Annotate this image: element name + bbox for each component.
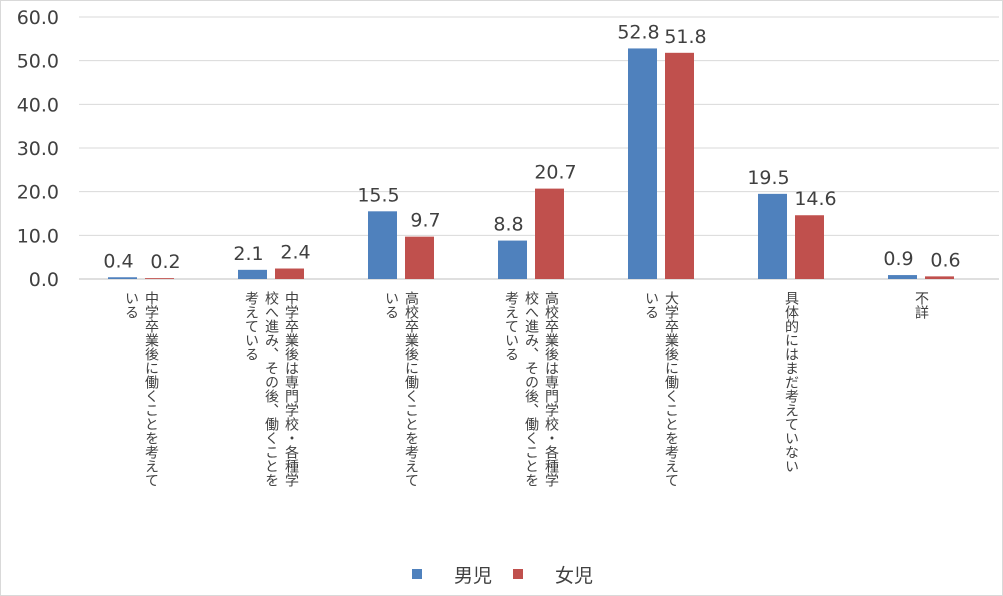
bar-male — [758, 193, 787, 279]
data-label: 0.4 — [103, 250, 133, 272]
category-label: いる — [643, 291, 659, 319]
bar-male — [498, 240, 527, 279]
bar-female — [535, 188, 564, 279]
data-label: 19.5 — [747, 167, 789, 189]
data-label: 51.8 — [664, 26, 706, 48]
y-tick-label: 20.0 — [17, 182, 59, 204]
category-label: 具体的にはまだ考えていない — [783, 291, 799, 473]
bar-female — [275, 268, 304, 279]
data-label: 9.7 — [410, 210, 440, 232]
y-tick-label: 60.0 — [17, 7, 59, 29]
legend-label: 男児 — [454, 565, 492, 587]
data-label: 8.8 — [493, 214, 523, 236]
bar-male — [238, 269, 267, 279]
category-label: 高校卒業後は専門学校・各種学 — [543, 290, 559, 487]
bar-female — [405, 236, 434, 279]
category-label: いる — [123, 291, 139, 319]
category-label: 考えている — [243, 291, 259, 361]
y-tick-label: 0.0 — [29, 269, 59, 291]
y-tick-label: 40.0 — [17, 94, 59, 116]
category-label: 中学卒業後は専門学校・各種学 — [283, 291, 299, 487]
bar-female — [795, 215, 824, 279]
bar-male — [888, 275, 917, 279]
legend-label: 女児 — [555, 565, 593, 587]
bar-male — [108, 277, 137, 279]
data-label: 0.2 — [150, 251, 180, 273]
data-label: 2.1 — [233, 243, 263, 265]
y-tick-label: 30.0 — [17, 138, 59, 160]
legend-swatch — [513, 569, 523, 579]
category-label: 不詳 — [913, 291, 929, 319]
data-label: 0.9 — [883, 248, 913, 270]
bar-male — [628, 48, 657, 279]
data-label: 20.7 — [534, 162, 576, 184]
data-label: 15.5 — [357, 184, 399, 206]
y-tick-label: 10.0 — [17, 225, 59, 247]
category-label: 校へ進み、その後、働くことを — [263, 290, 279, 487]
category-label: 考えている — [503, 291, 519, 361]
category-label: 高校卒業後に働くことを考えて — [403, 290, 419, 487]
category-label: いる — [383, 291, 399, 319]
y-tick-label: 50.0 — [17, 51, 59, 73]
category-label: 中学卒業後に働くことを考えて — [143, 291, 159, 487]
category-label: 大学卒業後に働くことを考えて — [663, 291, 679, 487]
bar-female — [925, 276, 954, 279]
data-label: 14.6 — [794, 188, 836, 210]
data-label: 52.8 — [617, 21, 659, 43]
data-label: 0.6 — [930, 249, 960, 271]
bar-female — [665, 52, 694, 279]
bar-female — [145, 278, 174, 279]
bar-male — [368, 211, 397, 279]
data-label: 2.4 — [280, 242, 310, 264]
legend-swatch — [412, 569, 422, 579]
category-label: 校へ進み、その後、働くことを — [523, 290, 539, 487]
